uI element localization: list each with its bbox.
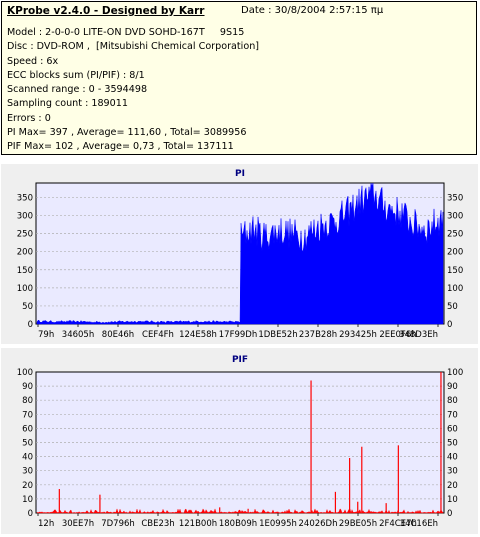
x-tick-label: 34C16Eh [400, 519, 438, 529]
pi-series-area [36, 182, 444, 325]
info-line-errors: Errors : 0 [7, 112, 51, 124]
x-tick-label: 180B09h [219, 519, 257, 529]
y-tick-label-right: 40 [447, 453, 458, 463]
y-tick-label-right: 60 [447, 424, 458, 434]
x-tick-label: 1DBE52h [258, 330, 297, 340]
x-tick-label: 17F99Dh [219, 330, 257, 340]
y-tick-label-left: 350 [17, 193, 33, 203]
y-tick-label-right: 80 [447, 396, 458, 406]
pif-chart: PIF 0 0 10 10 20 20 30 30 40 40 50 50 60 60 70 70 80 80 90 9… [17, 355, 463, 529]
y-tick-label-left: 50 [22, 439, 33, 449]
info-line-range: Scanned range : 0 - 3594498 [7, 84, 148, 96]
y-tick-label-left: 300 [17, 212, 33, 222]
info-line-sampling: Sampling count : 189011 [7, 98, 128, 110]
x-tick-label: 237B28h [299, 330, 337, 340]
chart-title: PI [235, 169, 245, 179]
scan-date: Date : 30/8/2004 2:57:15 πμ [241, 5, 384, 16]
y-tick-label-right: 30 [447, 467, 458, 477]
x-tick-label: 80E46h [102, 330, 134, 340]
x-tick-label: 7D796h [101, 519, 135, 529]
y-tick-label-right: 150 [447, 266, 463, 276]
y-tick-label-left: 10 [22, 495, 33, 505]
x-tick-label: CBE23h [141, 519, 174, 529]
info-line-pi-stats: PI Max= 397 , Average= 111,60 , Total= 3… [7, 127, 247, 139]
info-lines: Model : 2-0-0-0 LITE-ON DVD SOHD-167T 9S… [7, 26, 259, 155]
info-line-ecc: ECC blocks sum (PI/PIF) : 8/1 [7, 69, 145, 81]
y-tick-label-right: 200 [447, 248, 463, 258]
pif-baseline-series [36, 508, 444, 514]
x-tick-label: 124E58h [179, 330, 217, 340]
y-tick-label-left: 80 [22, 396, 33, 406]
y-tick-label-right: 20 [447, 481, 458, 491]
info-line-speed: Speed : 6x [7, 55, 59, 67]
y-tick-label-right: 50 [447, 439, 458, 449]
info-line-model: Model : 2-0-0-0 LITE-ON DVD SOHD-167T 9S… [7, 27, 245, 38]
y-tick-label-left: 0 [28, 509, 33, 519]
y-tick-label-left: 40 [22, 453, 33, 463]
y-tick-label-left: 50 [22, 302, 33, 312]
y-tick-label-left: 250 [17, 230, 33, 240]
x-tick-label: 1E0995h [259, 519, 297, 529]
y-tick-label-left: 20 [22, 481, 33, 491]
info-line-pif-stats: PIF Max= 102 , Average= 0,73 , Total= 13… [7, 141, 234, 153]
x-tick-label: 121B00h [179, 519, 217, 529]
y-tick-label-left: 100 [17, 368, 33, 378]
x-tick-label: 29BE05h [339, 519, 377, 529]
x-tick-label: 79h [38, 330, 54, 340]
y-tick-label-left: 150 [17, 266, 33, 276]
x-tick-label: 293425h [339, 330, 377, 340]
pi-chart: PI 0 0 50 50 100 100 150 150 200 200 250 250 300 300 35… [17, 169, 463, 340]
x-tick-label: 12h [38, 519, 54, 529]
x-tick-label: 2EE0F6h [379, 330, 416, 340]
x-tick-label: CEF4Fh [142, 330, 174, 340]
x-tick-label: 2F4CE7h [379, 519, 417, 529]
y-tick-label-right: 300 [447, 212, 463, 222]
x-tick-label: 30EE7h [62, 519, 94, 529]
chart-title: PIF [232, 355, 248, 365]
app-title: KProbe v2.4.0 - Designed by Karr [7, 5, 205, 17]
pif-chart-panel: PIF 0 0 10 10 20 20 30 30 40 40 50 50 60 60 70 70 80 80 90 9… [1, 348, 478, 534]
y-tick-label-right: 100 [447, 284, 463, 294]
y-tick-label-left: 0 [28, 320, 33, 330]
y-tick-label-right: 70 [447, 410, 458, 420]
x-tick-label: 348D3Eh [399, 330, 438, 340]
y-tick-label-right: 0 [447, 509, 452, 519]
y-tick-label-left: 60 [22, 424, 33, 434]
y-tick-label-right: 50 [447, 302, 458, 312]
y-tick-label-left: 100 [17, 284, 33, 294]
y-tick-label-left: 200 [17, 248, 33, 258]
x-tick-label: 34605h [62, 330, 94, 340]
y-tick-label-right: 10 [447, 495, 458, 505]
y-tick-label-right: 250 [447, 230, 463, 240]
y-tick-label-left: 90 [22, 382, 33, 392]
y-tick-label-right: 100 [447, 368, 463, 378]
info-panel: KProbe v2.4.0 - Designed by Karr Date : … [1, 1, 477, 155]
pi-chart-panel: PI 0 0 50 50 100 100 150 150 200 200 250 250 300 300 35… [1, 164, 478, 344]
x-tick-label: 24026Dh [299, 519, 338, 529]
y-tick-label-right: 350 [447, 193, 463, 203]
y-tick-label-right: 90 [447, 382, 458, 392]
y-tick-label-left: 70 [22, 410, 33, 420]
info-line-disc: Disc : DVD-ROM , [Mitsubishi Chemical Co… [7, 41, 260, 53]
y-tick-label-left: 30 [22, 467, 33, 477]
y-tick-label-right: 0 [447, 320, 452, 330]
